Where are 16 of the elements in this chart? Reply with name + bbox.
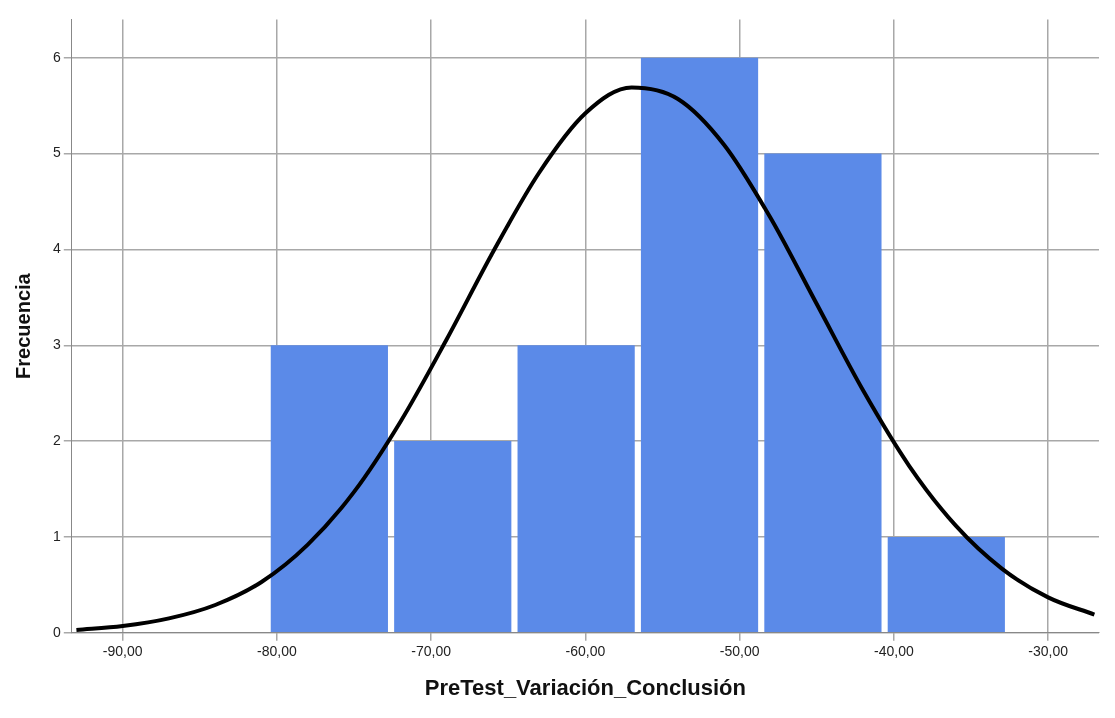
x-tick-label: -90,00 [102,643,143,660]
y-tick-label: 1 [52,527,61,544]
x-tick-label: -30,00 [1028,643,1069,660]
y-tick-label: 3 [52,336,61,353]
y-tick-label: 2 [52,431,61,448]
x-tick-label: -80,00 [257,643,297,660]
y-tick-label: 6 [52,48,61,65]
x-tick-label: -50,00 [719,643,760,660]
x-axis-title: PreTest_Variación_Conclusión [424,674,746,700]
x-tick-label: -60,00 [565,643,606,660]
y-axis-title: Frecuencia [11,272,34,379]
y-tick-label: 5 [52,144,61,161]
y-tick-label: 4 [52,240,61,257]
y-tick-label: 0 [52,623,61,640]
x-tick-label: -70,00 [411,643,452,660]
x-tick-label: -40,00 [874,643,914,660]
